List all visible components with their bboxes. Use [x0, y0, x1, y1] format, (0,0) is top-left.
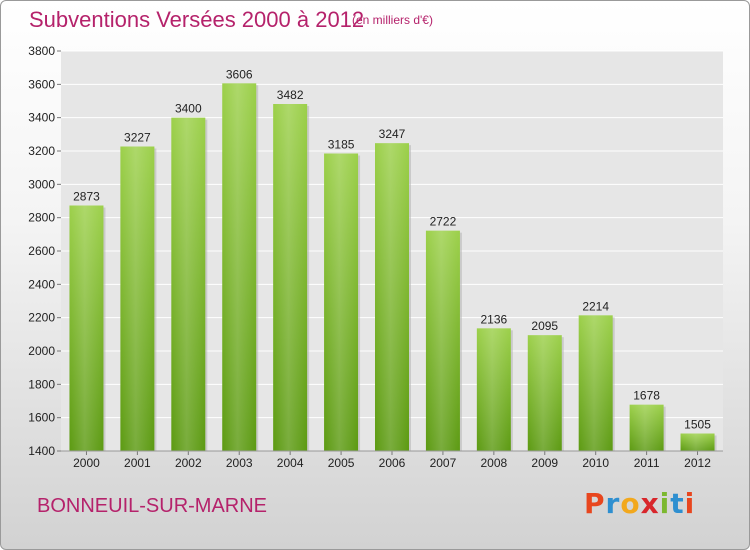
y-tick-label: 3400 — [28, 111, 55, 125]
x-tick-label: 2000 — [73, 456, 100, 470]
y-tick-label: 3000 — [28, 177, 55, 191]
x-tick-label: 2010 — [582, 456, 609, 470]
bar-highlight — [273, 104, 308, 451]
x-tick-label: 2006 — [379, 456, 406, 470]
y-tick-label: 2200 — [28, 311, 55, 325]
x-axis-ticks: 2000 2001 2002 2003 2004 2005 2006 2007 2008 2009… — [61, 450, 723, 470]
bar-value-label: 3185 — [328, 138, 355, 152]
y-tick-label: 3200 — [28, 144, 55, 158]
y-tick-label: 2400 — [28, 277, 55, 291]
bar-highlight — [222, 83, 257, 451]
bar-value-label: 3227 — [124, 131, 151, 145]
y-tick-label: 1800 — [28, 377, 55, 391]
bar-highlight — [680, 433, 715, 451]
x-tick-label: 2001 — [124, 456, 151, 470]
bar-value-label: 2136 — [480, 312, 507, 326]
bar-highlight — [578, 315, 613, 451]
bar-highlight — [375, 143, 409, 451]
bar-value-label: 2873 — [73, 190, 100, 204]
bar-value-label: 3400 — [175, 102, 202, 116]
logo-letter: x — [640, 487, 660, 520]
y-tick-label: 2000 — [28, 344, 55, 358]
bar-highlight — [425, 230, 460, 451]
logo-letter: i — [684, 487, 696, 520]
logo-letter: r — [605, 487, 621, 520]
bar-value-label: 1678 — [633, 389, 660, 403]
city-name: BONNEUIL-SUR-MARNE — [37, 495, 268, 517]
bar-value-label: 2095 — [531, 319, 558, 333]
x-tick-label: 2002 — [175, 456, 202, 470]
x-tick-label: 2012 — [684, 456, 711, 470]
x-tick-label: 2009 — [531, 456, 558, 470]
bar-value-label: 3606 — [226, 67, 253, 81]
x-tick-label: 2004 — [277, 456, 304, 470]
bar-value-label: 1505 — [684, 418, 711, 432]
x-tick-label: 2005 — [328, 456, 355, 470]
bar-value-label: 2722 — [430, 215, 457, 229]
x-tick-label: 2011 — [634, 456, 660, 470]
proxiti-logo: Proxiti — [584, 487, 695, 520]
bar-value-label: 3482 — [277, 88, 304, 102]
logo-letter: P — [584, 487, 606, 520]
x-tick-label: 2007 — [430, 456, 457, 470]
y-tick-label: 1400 — [28, 444, 55, 458]
chart-title: Subventions Versées 2000 à 2012 — [29, 7, 365, 32]
y-tick-label: 3800 — [28, 44, 55, 58]
y-tick-label: 3600 — [28, 77, 55, 91]
x-tick-label: 2003 — [226, 456, 253, 470]
bar-highlight — [69, 205, 104, 451]
chart-subtitle: (en milliers d'€) — [352, 13, 433, 27]
y-tick-label: 2800 — [28, 211, 55, 225]
y-tick-label: 1600 — [28, 411, 55, 425]
bar-highlight — [629, 404, 664, 451]
bar-value-label: 3247 — [379, 127, 406, 141]
bars: 2873 3227 3400 3606 3482 3185 3247 2722 2136 2095… — [69, 67, 717, 452]
bar-value-label: 2214 — [582, 299, 609, 313]
y-axis-ticks: 1400 1600 1800 2000 2200 2400 2600 2800 3000 3200… — [28, 44, 55, 458]
logo-letter: i — [659, 487, 671, 520]
y-tick-label: 2600 — [28, 244, 55, 258]
bar-highlight — [527, 335, 562, 451]
bar-highlight — [476, 328, 511, 451]
bar-highlight — [120, 146, 155, 451]
bar-highlight — [324, 153, 359, 451]
logo-letter: t — [670, 487, 685, 520]
logo-letter: o — [620, 487, 641, 520]
bar-highlight — [171, 117, 206, 452]
x-tick-label: 2008 — [480, 456, 507, 470]
